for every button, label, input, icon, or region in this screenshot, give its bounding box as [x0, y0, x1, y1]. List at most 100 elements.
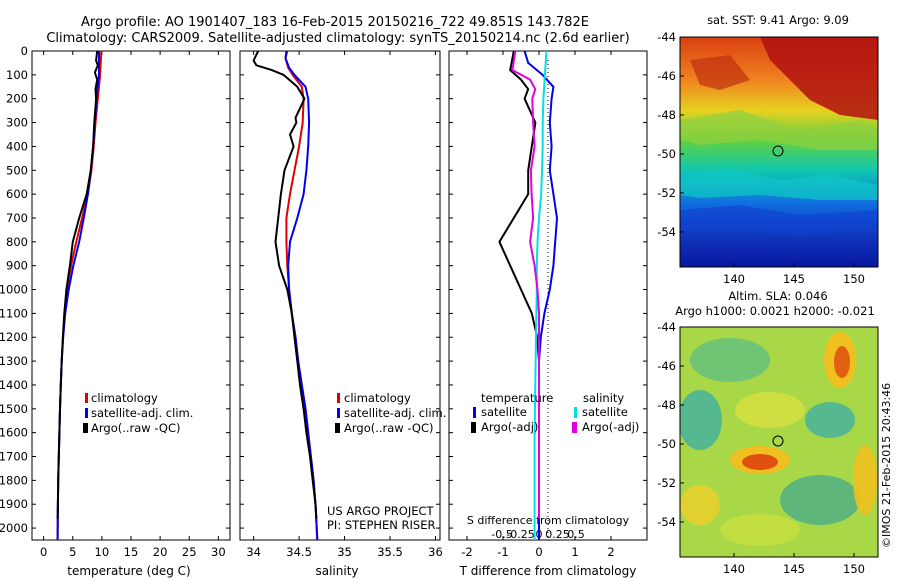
- series-line: [523, 51, 558, 540]
- s-difference-tick-label: 0.25: [545, 528, 570, 541]
- x-tick-label: 10: [95, 545, 110, 559]
- depth-tick-label: 600: [6, 187, 28, 201]
- sst-map-axes: 140 145 150 -44 -46 -48 -50 -52 -54: [657, 30, 865, 286]
- credit-pi: PI: STEPHEN RISER: [327, 518, 436, 532]
- map-x-tick-label: 140: [723, 562, 745, 576]
- imos-watermark: ©IMOS 21-Feb-2015 20:43:46: [880, 383, 893, 548]
- salinity-series: [252, 51, 319, 540]
- depth-tick-label: 800: [6, 235, 28, 249]
- depth-tick-label: 700: [6, 211, 28, 225]
- x-tick-label: -2: [461, 545, 472, 559]
- legend-label-argo: Argo(..raw -QC): [344, 421, 434, 435]
- depth-axis: 0 100 200 300 400 500 600 700 800 900 1000 1100 1200…: [0, 44, 647, 535]
- legend-swatch-sal-satellite: [574, 407, 577, 418]
- legend-label-sal-argo: Argo(-adj): [582, 420, 639, 434]
- depth-tick-label: 1300: [0, 354, 28, 368]
- series-line: [498, 51, 540, 519]
- depth-tick-label: 1100: [0, 306, 28, 320]
- figure-title-line1: Argo profile: AO 1901407_183 16-Feb-2015…: [81, 15, 589, 30]
- depth-tick-label: 1000: [0, 283, 28, 297]
- depth-tick-label: 2000: [0, 521, 28, 535]
- legend-swatch-temp-satellite: [473, 407, 476, 418]
- x-tick-label: 35: [337, 545, 352, 559]
- s-difference-tick-label: -0.25: [506, 528, 534, 541]
- sla-map-frame: [679, 326, 879, 558]
- x-tick-label: 34: [246, 545, 261, 559]
- depth-tick-label: 1800: [0, 473, 28, 487]
- sst-map-frame: [679, 36, 879, 268]
- map-x-tick-label: 150: [843, 272, 865, 286]
- x-tick-label: 5: [69, 545, 76, 559]
- sla-map-title-line1: Altim. SLA: 0.046: [728, 289, 827, 303]
- depth-tick-label: 1500: [0, 402, 28, 416]
- x-tick-label: 35.5: [377, 545, 403, 559]
- s-difference-tick-label: 0.5: [567, 528, 585, 541]
- x-tick-label: 15: [124, 545, 139, 559]
- sla-map-axes: 140 145 150 -44 -46 -48 -50 -52 -54: [657, 320, 865, 576]
- sla-map-image: [680, 327, 878, 557]
- series-line: [284, 51, 319, 540]
- difference-panel-frame: [448, 50, 648, 541]
- difference-legend: temperature salinity satellite Argo(-adj…: [471, 391, 639, 434]
- x-tick-label: 0: [40, 545, 47, 559]
- map-x-tick-label: 140: [723, 272, 745, 286]
- map-y-tick-label: -44: [657, 320, 676, 334]
- legend-label-satellite: satellite-adj. clim.: [91, 406, 193, 420]
- credit-project: US ARGO PROJECT: [327, 504, 435, 518]
- series-line: [511, 51, 540, 519]
- legend-label-satellite: satellite-adj. clim.: [344, 406, 446, 420]
- legend-swatch-argo: [335, 423, 340, 433]
- legend-label-climatology: climatology: [91, 391, 158, 405]
- x-tick-label: 1: [571, 545, 578, 559]
- legend-swatch-sal-argo: [572, 422, 577, 433]
- x-tick-label: 2: [607, 545, 614, 559]
- salinity-panel-frame: [239, 50, 441, 541]
- x-tick-label: 0: [535, 545, 542, 559]
- salinity-legend: climatology satellite-adj. clim. Argo(..…: [335, 391, 446, 435]
- legend-swatch-climatology: [337, 393, 340, 403]
- series-line: [533, 51, 548, 540]
- temperature-series: [56, 51, 103, 540]
- series-line: [56, 51, 99, 519]
- map-y-tick-label: -50: [657, 437, 676, 451]
- map-y-tick-label: -52: [657, 186, 676, 200]
- legend-swatch-climatology: [85, 393, 88, 403]
- x-tick-label: 34.5: [286, 545, 312, 559]
- map-y-tick-label: -44: [657, 30, 676, 44]
- map-y-tick-label: -54: [657, 225, 676, 239]
- map-y-tick-label: -46: [657, 69, 676, 83]
- legend-swatch-argo: [83, 423, 88, 433]
- x-tick-label: 20: [153, 545, 168, 559]
- x-tick-label: 36: [428, 545, 443, 559]
- legend-label-temp-argo: Argo(-adj): [481, 420, 538, 434]
- figure-title-line2: Climatology: CARS2009. Satellite-adjuste…: [46, 31, 629, 46]
- depth-tick-label: 400: [6, 139, 28, 153]
- map-y-tick-label: -54: [657, 515, 676, 529]
- sst-float-marker: [772, 145, 784, 157]
- legend-swatch-satellite: [85, 408, 88, 418]
- map-x-tick-label: 150: [843, 562, 865, 576]
- series-line: [252, 51, 318, 519]
- salinity-x-axis: 34 34.5 35 35.5 36: [246, 51, 443, 559]
- series-line: [56, 51, 100, 540]
- depth-tick-label: 1200: [0, 330, 28, 344]
- difference-series: [498, 51, 558, 540]
- map-y-tick-label: -46: [657, 359, 676, 373]
- temperature-panel-frame: [31, 50, 231, 541]
- map-y-tick-label: -48: [657, 398, 676, 412]
- map-x-tick-label: 145: [783, 272, 805, 286]
- depth-tick-label: 1700: [0, 450, 28, 464]
- map-y-tick-label: -48: [657, 108, 676, 122]
- depth-tick-label: 200: [6, 92, 28, 106]
- s-difference-tick-label: -0.5: [491, 528, 512, 541]
- depth-tick-label: 1900: [0, 497, 28, 511]
- legend-swatch-temp-argo: [471, 422, 476, 433]
- legend-swatch-satellite: [337, 408, 340, 418]
- map-y-tick-label: -52: [657, 476, 676, 490]
- map-x-tick-label: 145: [783, 562, 805, 576]
- legend-label-climatology: climatology: [344, 391, 411, 405]
- x-tick-label: 25: [182, 545, 197, 559]
- depth-tick-label: 500: [6, 163, 28, 177]
